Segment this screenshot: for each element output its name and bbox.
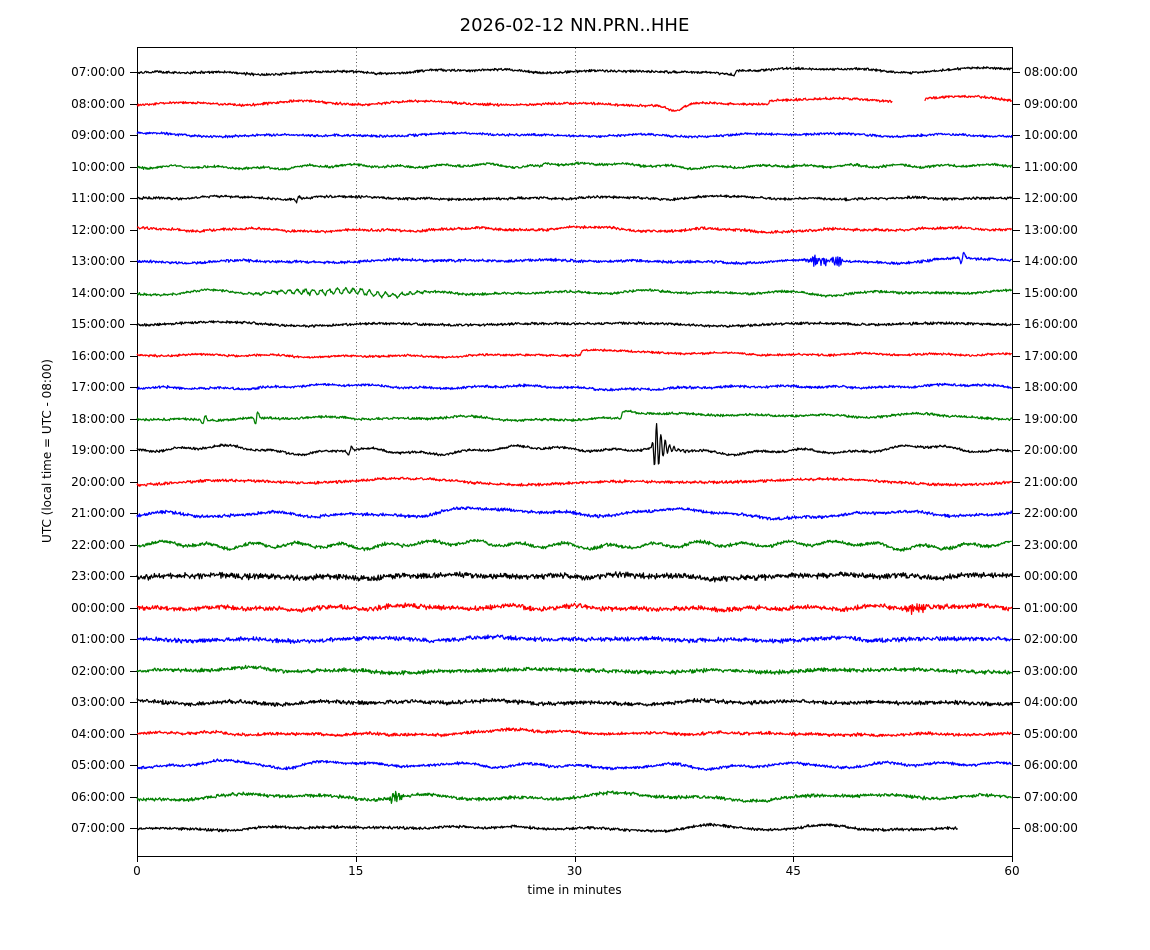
row-label-right: 19:00:00 <box>1024 411 1078 426</box>
row-label-left: 05:00:00 <box>71 758 125 773</box>
row-label-left: 17:00:00 <box>71 380 125 395</box>
row-label-right: 09:00:00 <box>1024 96 1078 111</box>
row-label-right: 22:00:00 <box>1024 506 1078 521</box>
row-label-left: 12:00:00 <box>71 222 125 237</box>
row-label-left: 07:00:00 <box>71 65 125 79</box>
row-label-left: 22:00:00 <box>71 537 125 552</box>
row-label-left: 13:00:00 <box>71 254 125 269</box>
row-label-right: 08:00:00 <box>1024 65 1078 79</box>
row-label-left: 06:00:00 <box>71 789 125 804</box>
row-label-left: 07:00:00 <box>71 821 125 836</box>
row-label-right: 07:00:00 <box>1024 789 1078 804</box>
row-label-right: 21:00:00 <box>1024 474 1078 489</box>
row-label-left: 19:00:00 <box>71 443 125 458</box>
row-label-left: 00:00:00 <box>71 600 125 615</box>
row-label-right: 13:00:00 <box>1024 222 1078 237</box>
row-label-left: 01:00:00 <box>71 632 125 647</box>
row-label-left: 03:00:00 <box>71 695 125 710</box>
row-label-right: 10:00:00 <box>1024 128 1078 143</box>
row-label-left: 20:00:00 <box>71 474 125 489</box>
row-label-right: 06:00:00 <box>1024 758 1078 773</box>
row-label-right: 08:00:00 <box>1024 821 1078 836</box>
row-label-right: 03:00:00 <box>1024 663 1078 678</box>
row-label-left: 18:00:00 <box>71 411 125 426</box>
row-label-right: 20:00:00 <box>1024 443 1078 458</box>
row-label-left: 04:00:00 <box>71 726 125 741</box>
row-label-right: 04:00:00 <box>1024 695 1078 710</box>
row-label-right: 01:00:00 <box>1024 600 1078 615</box>
row-label-left: 11:00:00 <box>71 191 125 206</box>
row-label-right: 12:00:00 <box>1024 191 1078 206</box>
row-label-left: 16:00:00 <box>71 348 125 363</box>
plot-title: 2026-02-12 NN.PRN..HHE <box>459 15 690 36</box>
row-label-right: 15:00:00 <box>1024 285 1078 300</box>
row-label-left: 08:00:00 <box>71 96 125 111</box>
x-tick-label: 45 <box>785 864 801 878</box>
row-label-right: 14:00:00 <box>1024 254 1078 269</box>
row-label-right: 02:00:00 <box>1024 632 1078 647</box>
plot-area <box>137 47 1012 856</box>
row-label-right: 17:00:00 <box>1024 348 1078 363</box>
x-axis-label: time in minutes <box>527 883 622 897</box>
row-label-right: 11:00:00 <box>1024 159 1078 174</box>
row-label-left: 23:00:00 <box>71 569 125 584</box>
row-label-right: 16:00:00 <box>1024 317 1078 332</box>
y-axis-label: UTC (local time = UTC - 08:00) <box>40 359 54 543</box>
row-label-left: 10:00:00 <box>71 159 125 174</box>
row-label-right: 23:00:00 <box>1024 537 1078 552</box>
row-label-left: 15:00:00 <box>71 317 125 332</box>
row-label-left: 21:00:00 <box>71 506 125 521</box>
x-tick-label: 30 <box>566 864 583 878</box>
row-label-right: 18:00:00 <box>1024 380 1078 395</box>
row-label-left: 14:00:00 <box>71 285 125 300</box>
x-tick-label: 15 <box>348 864 364 878</box>
row-label-left: 02:00:00 <box>71 663 125 678</box>
row-label-right: 05:00:00 <box>1024 726 1078 741</box>
x-tick-label: 60 <box>1004 864 1020 878</box>
row-label-right: 00:00:00 <box>1024 569 1078 584</box>
x-tick-label: 0 <box>133 864 141 878</box>
row-label-left: 09:00:00 <box>71 128 125 143</box>
